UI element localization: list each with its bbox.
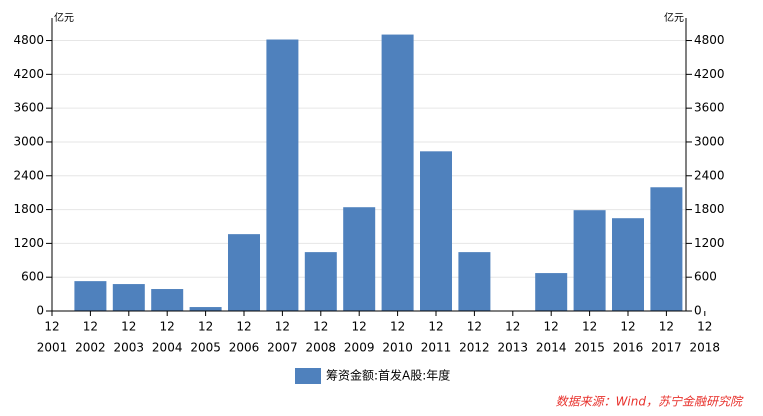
x-month-label: 12 bbox=[697, 320, 712, 334]
x-month-label: 12 bbox=[505, 320, 520, 334]
x-tick-label: 2009 bbox=[344, 341, 375, 355]
y-tick-label: 3000 bbox=[13, 134, 44, 148]
bar bbox=[650, 187, 683, 311]
x-month-label: 12 bbox=[275, 320, 290, 334]
x-month-label: 12 bbox=[313, 320, 328, 334]
bar bbox=[189, 307, 222, 311]
y2-tick-label: 1200 bbox=[694, 236, 725, 250]
y2-tick-label: 1800 bbox=[694, 202, 725, 216]
y-tick-label: 1800 bbox=[13, 202, 44, 216]
y2-tick-label: 3000 bbox=[694, 134, 725, 148]
bar bbox=[381, 34, 414, 312]
y-tick-label: 1200 bbox=[13, 236, 44, 250]
y-tick-label: 2400 bbox=[13, 168, 44, 182]
x-tick-label: 2005 bbox=[190, 341, 221, 355]
bar bbox=[228, 234, 260, 311]
x-month-label: 12 bbox=[620, 320, 635, 334]
x-month-label: 12 bbox=[659, 320, 674, 334]
bar bbox=[112, 284, 145, 311]
x-month-label: 12 bbox=[428, 320, 443, 334]
x-tick-label: 2008 bbox=[306, 341, 337, 355]
source-note: 数据来源：Wind，苏宁金融研究院 bbox=[556, 395, 744, 409]
x-month-label: 12 bbox=[83, 320, 98, 334]
x-month-label: 12 bbox=[44, 320, 59, 334]
x-month-label: 12 bbox=[582, 320, 597, 334]
bar bbox=[458, 252, 491, 311]
y2-unit: 亿元 bbox=[664, 11, 684, 24]
x-month-label: 12 bbox=[467, 320, 482, 334]
x-tick-label: 2011 bbox=[421, 341, 452, 355]
x-tick-label: 2003 bbox=[114, 341, 145, 355]
bar bbox=[343, 207, 376, 311]
y2-tick-label: 2400 bbox=[694, 168, 725, 182]
x-tick-label: 2018 bbox=[690, 341, 721, 355]
x-month-label: 12 bbox=[198, 320, 213, 334]
y2-tick-label: 4200 bbox=[694, 67, 725, 81]
y-tick-label: 4200 bbox=[13, 67, 44, 81]
y-tick-label: 600 bbox=[21, 270, 44, 284]
bar bbox=[304, 252, 337, 311]
bar bbox=[420, 151, 452, 311]
x-tick-label: 2013 bbox=[498, 341, 529, 355]
bar bbox=[151, 289, 184, 311]
y2-tick-label: 3600 bbox=[694, 101, 725, 115]
bar bbox=[74, 281, 107, 311]
x-month-label: 12 bbox=[236, 320, 251, 334]
x-month-label: 12 bbox=[121, 320, 136, 334]
x-tick-label: 2016 bbox=[613, 341, 644, 355]
x-month-label: 12 bbox=[352, 320, 367, 334]
y-tick-label: 4800 bbox=[13, 33, 44, 47]
bar bbox=[266, 39, 299, 311]
x-tick-label: 2012 bbox=[459, 341, 490, 355]
x-tick-label: 2007 bbox=[267, 341, 298, 355]
y2-tick-label: 4800 bbox=[694, 33, 725, 47]
x-tick-label: 2004 bbox=[152, 341, 183, 355]
legend-label: 筹资金额:首发A股:年度 bbox=[326, 368, 450, 383]
x-month-label: 12 bbox=[160, 320, 175, 334]
x-tick-label: 2002 bbox=[75, 341, 106, 355]
x-tick-label: 2010 bbox=[382, 341, 413, 355]
legend-swatch bbox=[295, 368, 321, 384]
bar bbox=[535, 273, 568, 311]
x-month-label: 12 bbox=[390, 320, 405, 334]
y2-tick-label: 0 bbox=[694, 304, 702, 318]
x-tick-label: 2006 bbox=[229, 341, 260, 355]
y-tick-label: 3600 bbox=[13, 101, 44, 115]
x-tick-label: 2017 bbox=[651, 341, 682, 355]
x-tick-label: 2001 bbox=[37, 341, 68, 355]
bar bbox=[573, 210, 606, 311]
y2-tick-label: 600 bbox=[694, 270, 717, 284]
y-tick-label: 0 bbox=[36, 304, 44, 318]
y-unit: 亿元 bbox=[54, 11, 74, 24]
x-tick-label: 2014 bbox=[536, 341, 567, 355]
bar bbox=[612, 218, 644, 311]
x-tick-label: 2015 bbox=[574, 341, 605, 355]
x-month-label: 12 bbox=[544, 320, 559, 334]
